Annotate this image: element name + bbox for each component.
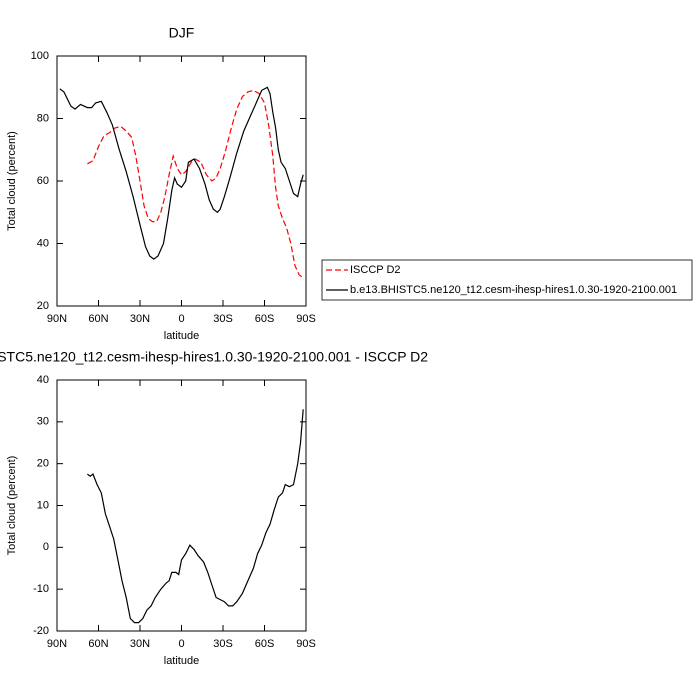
x-tick-label: 30N [130, 313, 150, 325]
legend-label: b.e13.BHISTC5.ne120_t12.cesm-ihesp-hires… [350, 284, 677, 296]
x-tick-label: 30S [213, 638, 233, 650]
legend-label: ISCCP D2 [350, 264, 401, 276]
y-tick-label: 30 [37, 416, 49, 428]
y-tick-label: 80 [37, 112, 49, 124]
x-tick-label: 30N [130, 638, 150, 650]
x-tick-label: 90N [47, 313, 67, 325]
chart-title: DJF [169, 25, 195, 41]
x-tick-label: 0 [178, 638, 184, 650]
x-tick-label: 60S [255, 313, 275, 325]
y-tick-label: 40 [37, 374, 49, 386]
y-axis-label: Total cloud (percent) [6, 131, 18, 231]
x-tick-label: 60S [255, 638, 275, 650]
x-tick-label: 90N [47, 638, 67, 650]
x-tick-label: 30S [213, 313, 233, 325]
x-tick-label: 90S [296, 313, 316, 325]
y-tick-label: -20 [33, 625, 49, 637]
y-tick-label: 20 [37, 458, 49, 470]
y-axis-label: Total cloud (percent) [6, 456, 18, 556]
x-axis-label: latitude [164, 655, 199, 667]
y-tick-label: 20 [37, 300, 49, 312]
legend-box [321, 259, 693, 301]
y-tick-label: 0 [43, 541, 49, 553]
y-tick-label: 40 [37, 237, 49, 249]
y-tick-label: 100 [31, 50, 49, 62]
x-tick-label: 0 [178, 313, 184, 325]
plot-frame [56, 379, 307, 632]
y-tick-label: 10 [37, 499, 49, 511]
plot-frame [56, 55, 307, 307]
data-line [87, 89, 304, 279]
data-line [87, 409, 304, 624]
x-axis-label: latitude [164, 330, 199, 342]
x-tick-label: 60N [88, 313, 108, 325]
data-line [59, 86, 304, 260]
x-tick-label: 60N [88, 638, 108, 650]
x-tick-label: 90S [296, 638, 316, 650]
y-tick-label: 60 [37, 175, 49, 187]
y-tick-label: -10 [33, 583, 49, 595]
chart-title: b.e13.BHISTC5.ne120_t12.cesm-ihesp-hires… [0, 349, 428, 365]
